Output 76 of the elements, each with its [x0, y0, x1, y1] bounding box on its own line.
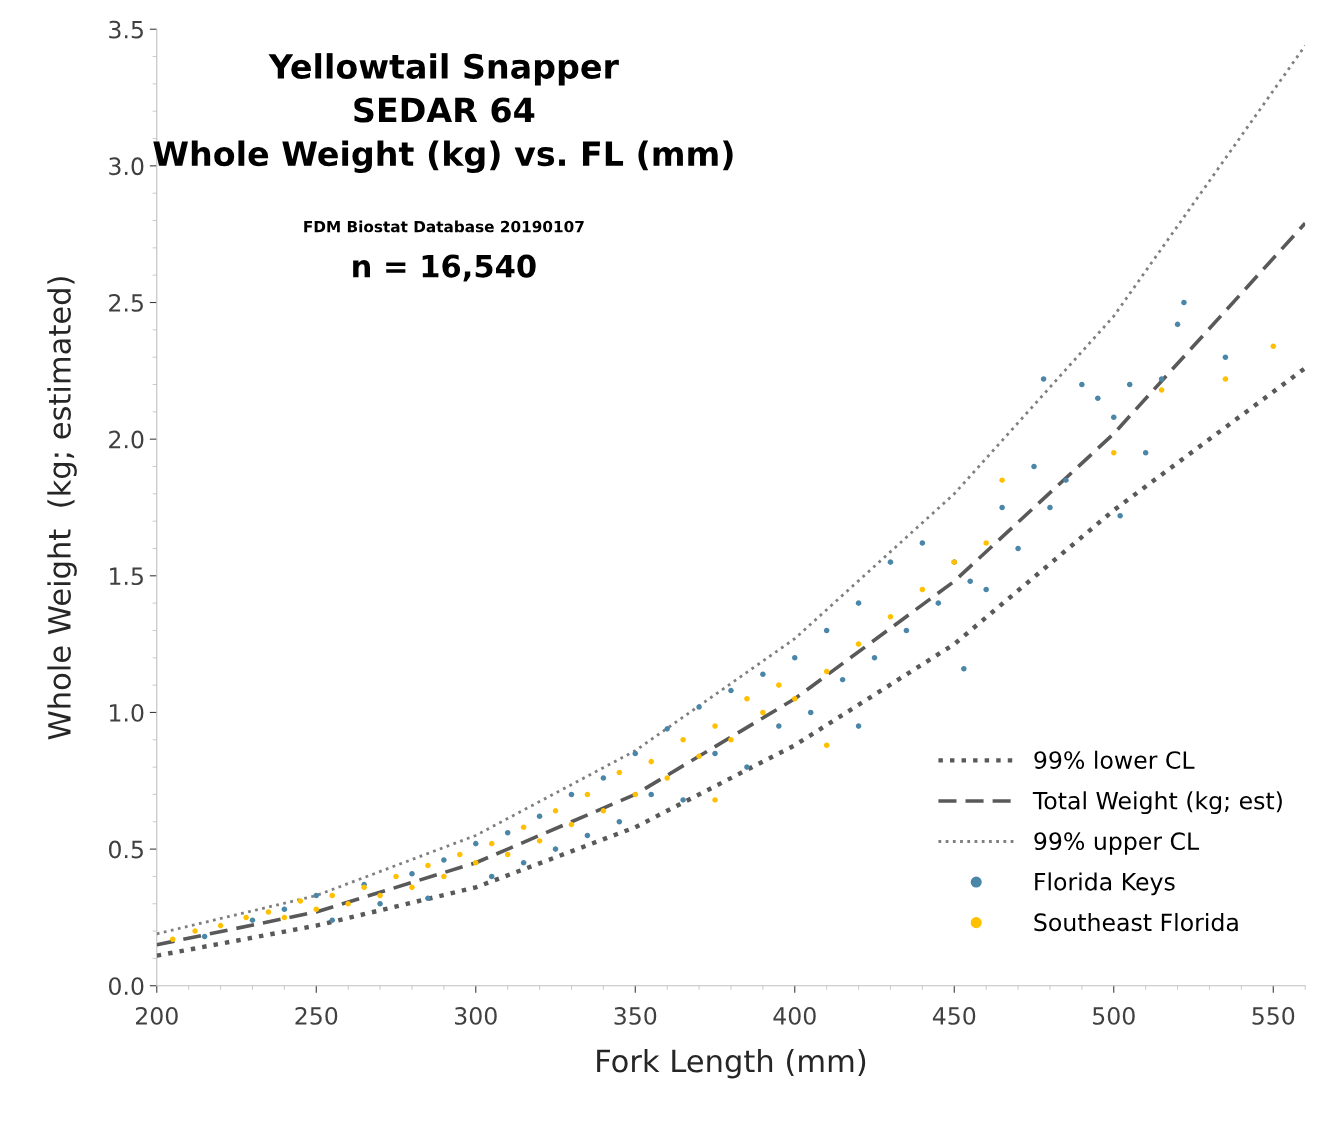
point	[1270, 343, 1277, 350]
point	[696, 753, 702, 759]
point	[1222, 376, 1229, 382]
point	[632, 791, 639, 798]
y-tick-label: 2.5	[109, 293, 143, 312]
point	[409, 884, 415, 891]
line-series	[156, 221, 1306, 947]
point	[728, 737, 734, 743]
point	[504, 851, 511, 858]
y-axis-title: Whole Weight (kg; estimated)	[47, 277, 77, 740]
annotation: FDM Biostat Database 20190107	[304, 220, 584, 233]
point	[377, 892, 383, 899]
point	[488, 840, 495, 847]
point	[1110, 450, 1117, 456]
x-tick-label: 550	[1252, 1007, 1295, 1025]
point	[999, 477, 1005, 483]
x-tick-label: 400	[773, 1007, 816, 1025]
y-tick-label: 2.0	[109, 430, 144, 449]
point	[441, 873, 447, 880]
point	[648, 758, 654, 765]
line-series	[156, 365, 1306, 958]
point	[425, 862, 431, 869]
point	[712, 797, 718, 803]
point	[744, 696, 750, 702]
point	[393, 873, 399, 880]
legend-label: 99% lower CL	[1034, 750, 1195, 769]
x-axis-title: Fork Length (mm)	[597, 1048, 866, 1079]
x-tick-label: 500	[1093, 1007, 1135, 1025]
y-tick-label: 1.5	[110, 567, 143, 586]
point	[600, 808, 607, 814]
point	[169, 936, 176, 943]
y-tick-label: 3.0	[109, 157, 144, 176]
point	[791, 696, 798, 702]
x-tick-label: 350	[614, 1007, 657, 1025]
y-tick-label: 1.0	[110, 703, 144, 722]
point	[823, 668, 830, 675]
point	[345, 900, 351, 907]
point	[520, 824, 527, 831]
point	[313, 906, 320, 912]
x-tick-label: 300	[455, 1007, 497, 1025]
y-tick-label: 3.5	[109, 20, 143, 39]
point	[297, 898, 304, 904]
x-tick-label: 250	[295, 1007, 338, 1025]
point	[919, 586, 926, 593]
annotation: n = 16,540	[353, 254, 536, 282]
point	[760, 709, 766, 716]
legend-label: Southeast Florida	[1034, 912, 1238, 932]
point	[776, 682, 782, 688]
point	[329, 892, 335, 899]
point	[616, 769, 623, 776]
x-tick-label: 200	[135, 1007, 178, 1025]
text: Yellowtail Snapper SEDAR 64 Whole Weight (kg) vs. FL (mm)	[153, 53, 733, 173]
point	[457, 851, 463, 858]
point	[712, 723, 718, 729]
legend-label: 99% upper CL	[1034, 832, 1200, 855]
point	[664, 775, 670, 781]
legend-label: Florida Keys	[1035, 872, 1175, 896]
point	[823, 742, 830, 749]
point	[983, 540, 989, 546]
point	[192, 928, 198, 934]
point	[243, 914, 249, 921]
point	[1158, 387, 1165, 393]
point	[584, 791, 591, 798]
point	[855, 641, 862, 647]
x-tick-label: 450	[932, 1007, 976, 1025]
point	[265, 909, 272, 915]
point	[217, 922, 224, 929]
point	[552, 808, 559, 814]
legend-label: Total Weight (kg; est)	[1032, 791, 1282, 815]
point	[536, 838, 543, 844]
point	[887, 614, 894, 620]
point	[473, 859, 479, 866]
point	[281, 914, 288, 921]
point	[680, 737, 686, 743]
y-tick-label: 0.0	[108, 977, 144, 996]
y-tick-label: 0.5	[108, 840, 143, 859]
